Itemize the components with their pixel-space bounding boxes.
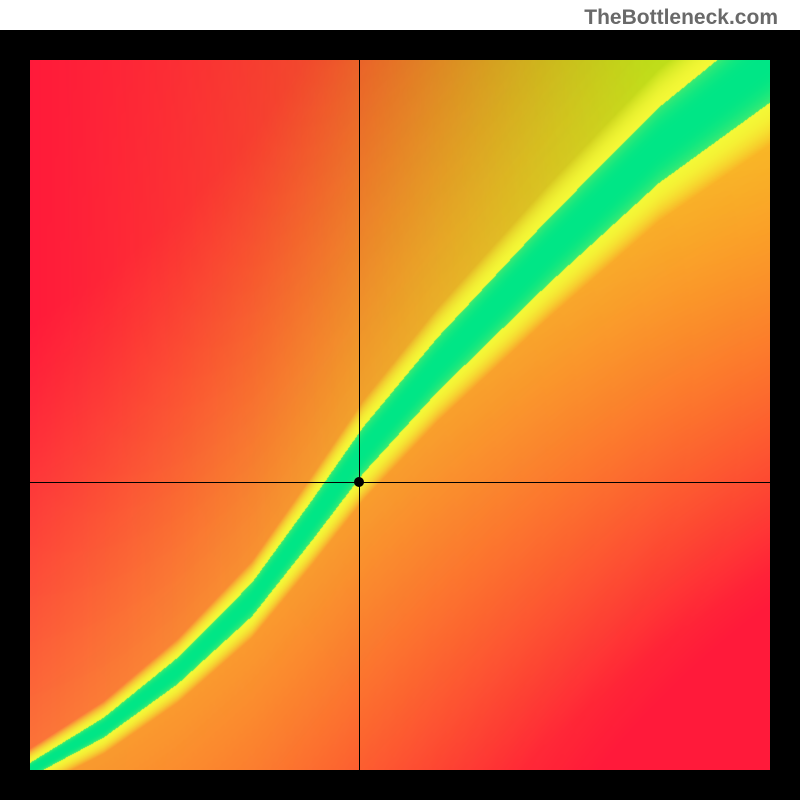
watermark-text: TheBottleneck.com	[584, 6, 778, 30]
crosshair-vertical	[359, 60, 360, 770]
chart-container: TheBottleneck.com	[0, 0, 800, 800]
heatmap-canvas	[30, 60, 770, 770]
crosshair-horizontal	[30, 482, 770, 483]
crosshair-marker-dot	[354, 477, 364, 487]
